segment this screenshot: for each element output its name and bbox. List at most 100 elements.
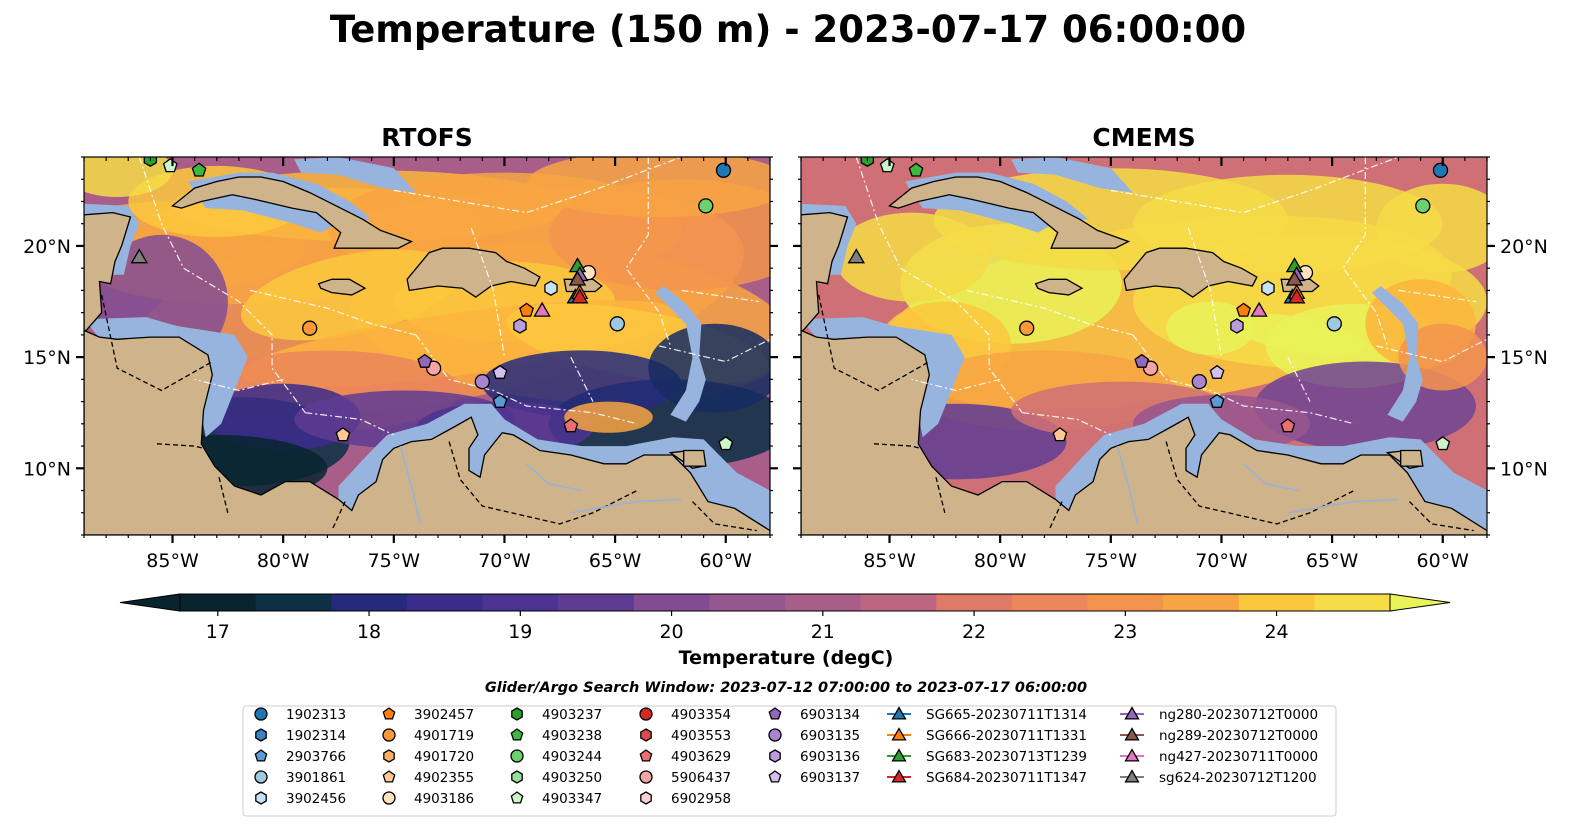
obs-marker-4903347b — [1435, 435, 1451, 451]
colorbar-bin — [785, 594, 862, 611]
legend-label: 5906437 — [671, 770, 731, 786]
colorbar-tick-label: 18 — [357, 621, 381, 643]
obs-marker-4901719 — [1019, 320, 1035, 336]
colorbar-bin — [936, 594, 1013, 611]
legend-label: 4901719 — [414, 728, 474, 744]
land-jamaica — [317, 278, 367, 296]
legend-marker — [768, 728, 782, 742]
eez-boundary — [305, 412, 395, 436]
x-tick-label: 60°W — [1417, 550, 1470, 572]
colorbar-tick-label: 24 — [1264, 621, 1288, 643]
colorbar-tick-label: 19 — [508, 621, 532, 643]
legend-marker — [640, 791, 652, 805]
eez-boundary — [659, 338, 770, 363]
y-tick-label: 15°N — [23, 347, 71, 369]
eez-boundary — [570, 356, 594, 402]
colorbar-extend-high — [1389, 593, 1451, 612]
legend-marker — [382, 770, 396, 783]
obs-marker-4903238 — [908, 162, 924, 177]
temperature-patch — [482, 350, 682, 418]
obs-marker-6903137 — [1209, 364, 1225, 379]
colorbar-frame — [179, 593, 1391, 612]
colorbar-extend-low — [119, 593, 181, 612]
legend: 1902313 1902314 2903766 3901861 3902456 39024… — [254, 706, 1318, 807]
obs-marker-SG684 — [570, 288, 589, 304]
legend-marker — [383, 749, 395, 763]
colorbar-bin — [482, 594, 559, 611]
panel-title-rtofs: RTOFS — [381, 123, 473, 152]
river — [526, 463, 583, 492]
colorbar-bin — [860, 594, 937, 611]
y-tick-label: 20°N — [23, 236, 71, 258]
legend-label: sg624-20230712T1200 — [1159, 770, 1317, 786]
x-tick-label: 70°W — [478, 550, 531, 572]
border-line — [1165, 441, 1355, 525]
legend-label: 6903137 — [800, 770, 860, 786]
legend-label: 6903134 — [800, 707, 860, 723]
temperature-patch — [1233, 313, 1365, 356]
colorbar-bin — [1087, 594, 1164, 611]
obs-marker-4903629 — [563, 418, 579, 433]
river — [570, 498, 682, 514]
shelf-bahamas — [294, 157, 416, 193]
eez-boundary — [393, 157, 682, 214]
y-tick-label: 20°N — [1500, 236, 1548, 258]
legend-marker — [891, 706, 907, 720]
x-tick-label: 65°W — [589, 550, 642, 572]
river — [1287, 498, 1399, 514]
border-line — [156, 443, 204, 449]
obs-marker-4903237 — [860, 157, 875, 167]
border-line — [935, 477, 946, 513]
colorbar-tick-label: 21 — [811, 621, 835, 643]
border-line — [101, 294, 213, 392]
x-tick-label: 65°W — [1306, 550, 1359, 572]
legend-label: 3902457 — [414, 707, 474, 723]
temperature-patch — [1166, 301, 1255, 355]
colorbar-bin — [406, 594, 484, 611]
land-cuba — [888, 176, 1131, 249]
temperature-patch — [84, 157, 173, 197]
legend-label: 6903135 — [800, 728, 860, 744]
shelf-bahamas — [1011, 157, 1133, 193]
border-line — [692, 501, 757, 532]
legend-label: 1902313 — [286, 707, 346, 723]
obs-marker-4903244 — [698, 198, 714, 214]
eez-boundary — [1287, 356, 1311, 402]
eez-boundary — [1132, 334, 1355, 425]
legend-marker — [768, 770, 782, 783]
legend-marker — [891, 748, 907, 762]
border-line — [448, 441, 638, 525]
legend-label: 4903244 — [542, 749, 602, 765]
y-tick-label: 10°N — [23, 458, 71, 480]
obs-marker-1902313 — [1432, 162, 1449, 178]
legend-title: Glider/Argo Search Window: 2023-07-12 07… — [485, 680, 1087, 696]
land-hispaniola — [1123, 247, 1258, 298]
obs-marker-2903766 — [492, 393, 508, 408]
axes-frame — [83, 156, 771, 536]
x-tick-label: 75°W — [1085, 550, 1138, 572]
map-panel-cmems — [801, 157, 1487, 535]
panel-title-cmems: CMEMS — [1092, 123, 1195, 152]
legend-marker — [1124, 727, 1140, 741]
figure-title: Temperature (150 m) - 2023-07-17 06:00:0… — [330, 8, 1246, 51]
legend-label: 4901720 — [414, 749, 474, 765]
legend-marker — [255, 728, 267, 742]
eez-boundary — [1110, 157, 1399, 214]
eez-boundary — [911, 378, 1001, 392]
land-hispaniola — [406, 247, 541, 298]
river — [1243, 463, 1300, 492]
river — [399, 445, 422, 525]
land-jamaica — [1034, 278, 1084, 296]
x-tick-label: 80°W — [974, 550, 1027, 572]
legend-label: SG665-20230711T1314 — [926, 707, 1087, 723]
legend-label: SG684-20230711T1347 — [926, 770, 1087, 786]
obs-marker-1902313 — [715, 162, 732, 178]
obs-marker-4903629 — [1280, 418, 1296, 433]
obs-marker-3902457 — [1236, 302, 1251, 317]
obs-marker-6903137 — [492, 364, 508, 379]
axes-cmems: 85°W 80°W 75°W 70°W 65°W 60°W 10°N 15°N 20°N — [793, 156, 1548, 572]
legend-marker — [254, 749, 268, 762]
temperature-patch — [648, 323, 770, 413]
obs-marker-SG684 — [1287, 288, 1306, 304]
